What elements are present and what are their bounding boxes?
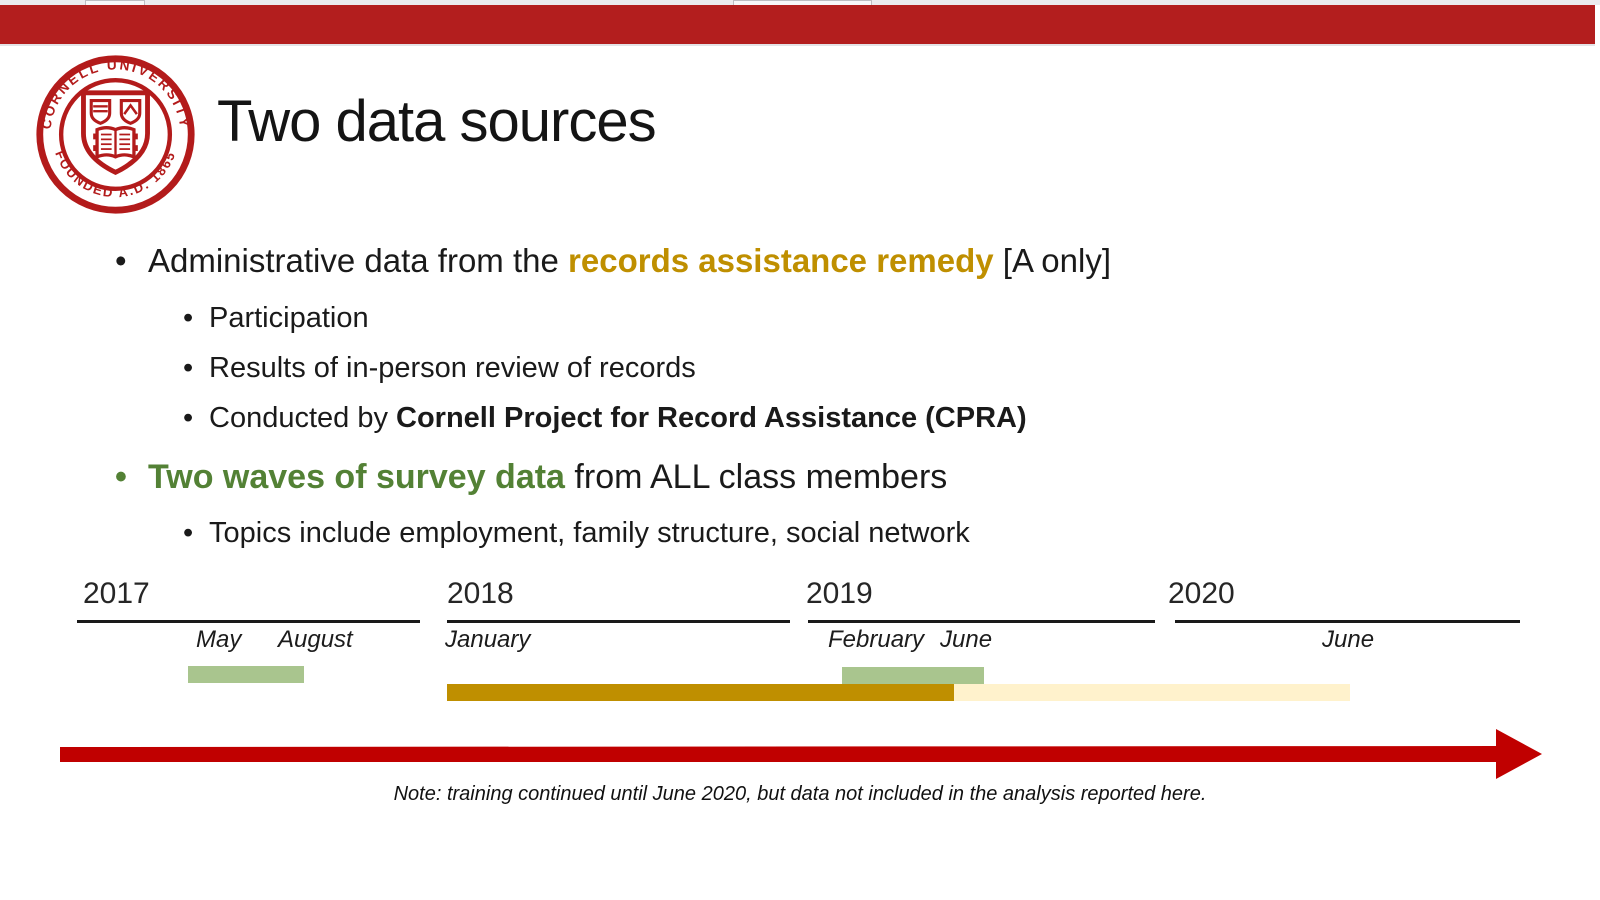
window-chrome-fragment bbox=[733, 0, 872, 5]
survey-wave-2-bar bbox=[842, 667, 984, 684]
timeline-year-2017: 2017 bbox=[83, 577, 150, 610]
timeline-axis-2019 bbox=[808, 620, 1155, 623]
bullet-text: Conducted by Cornell Project for Record … bbox=[209, 402, 1027, 434]
timeline-month-february-2019: February bbox=[828, 626, 925, 653]
records-assistance-active-bar bbox=[447, 684, 954, 701]
timeline-year-2019: 2019 bbox=[806, 577, 873, 610]
survey-wave-1-bar bbox=[188, 666, 304, 683]
timeline-month-may-2017: May bbox=[196, 626, 242, 653]
bullet-text: Results of in-person review of records bbox=[209, 352, 696, 384]
records-assistance-remedy-highlight: records assistance remedy bbox=[568, 242, 994, 279]
timeline-year-2020: 2020 bbox=[1168, 577, 1235, 610]
two-waves-highlight: Two waves of survey data bbox=[148, 458, 575, 496]
window-chrome-fragment bbox=[85, 0, 145, 5]
bullet-marker: • bbox=[183, 402, 194, 434]
bullet-marker: • bbox=[115, 458, 127, 496]
bullet-marker: • bbox=[183, 352, 194, 384]
header-red-band bbox=[0, 5, 1595, 46]
timeline-year-2018: 2018 bbox=[447, 577, 514, 610]
timeline-axis-2017 bbox=[77, 620, 420, 623]
bullet-marker: • bbox=[183, 517, 194, 549]
bullet-marker: • bbox=[183, 302, 194, 334]
bullet-text: Administrative data from the records ass… bbox=[148, 242, 1112, 279]
bullet-text: Participation bbox=[209, 302, 369, 334]
bullet-marker: • bbox=[115, 242, 127, 279]
footnote: Note: training continued until June 2020… bbox=[393, 783, 1207, 805]
bullet-conducted-by-cpra: • Conducted by Cornell Project for Recor… bbox=[183, 402, 1027, 435]
timeline-month-january-2018: January bbox=[445, 626, 531, 653]
bullet-text: Two waves of survey data from ALL class … bbox=[148, 458, 948, 496]
timeline-month-june-2019: June bbox=[940, 626, 993, 653]
bullet-survey-topics: • Topics include employment, family stru… bbox=[183, 517, 970, 550]
bullet-text: Topics include employment, family struct… bbox=[209, 517, 970, 549]
records-assistance-continued-bar bbox=[954, 684, 1350, 701]
timeline-axis-2020 bbox=[1175, 620, 1520, 623]
timeline-month-june-2020: June bbox=[1322, 626, 1375, 653]
slide-title: Two data sources bbox=[217, 89, 657, 154]
bullet-administrative-data: • Administrative data from the records a… bbox=[115, 242, 1111, 280]
cpra-bold-text: Cornell Project for Record Assistance (C… bbox=[396, 402, 1027, 434]
bullet-participation: • Participation bbox=[183, 302, 369, 335]
bullet-two-waves-survey: • Two waves of survey data from ALL clas… bbox=[115, 458, 947, 497]
timeline-month-august-2017: August bbox=[278, 626, 353, 653]
timeline-axis-2018 bbox=[447, 620, 790, 623]
bullet-results-review: • Results of in-person review of records bbox=[183, 352, 696, 385]
cornell-university-seal-logo: CORNELL UNIVERSITY FOUNDED A.D. 1865 bbox=[36, 55, 195, 214]
